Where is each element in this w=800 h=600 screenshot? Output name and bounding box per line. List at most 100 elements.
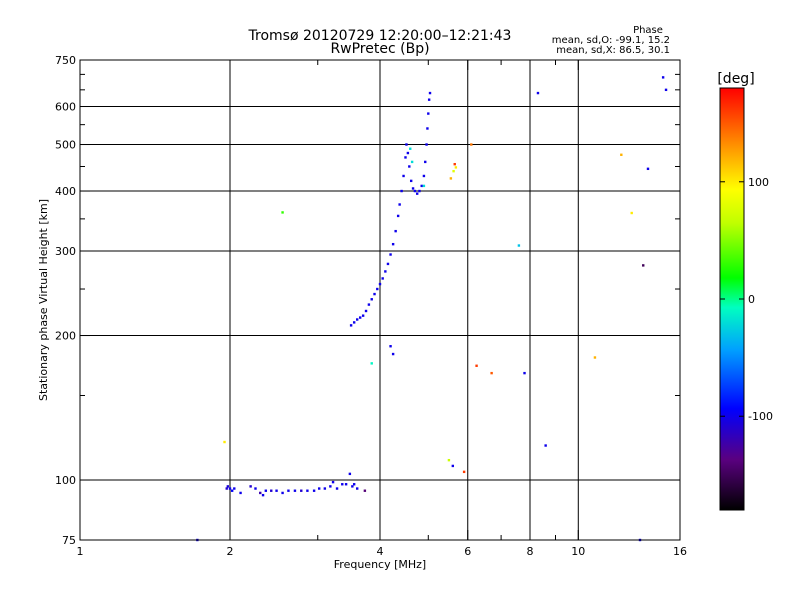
- data-point: [381, 277, 384, 280]
- colorbar-tick-label: 0: [748, 293, 755, 306]
- data-point: [449, 177, 453, 180]
- data-point: [422, 174, 426, 178]
- data-point: [451, 464, 455, 468]
- data-point: [408, 165, 411, 168]
- data-point: [422, 184, 426, 188]
- data-point: [226, 485, 230, 488]
- data-point: [428, 91, 432, 95]
- data-point: [413, 189, 417, 193]
- data-point: [293, 489, 297, 492]
- data-point: [225, 487, 228, 490]
- phase-mean-o: mean, sd,O: -99.1, 15.2: [552, 35, 670, 46]
- data-point: [352, 321, 356, 324]
- data-point: [462, 470, 466, 474]
- y-tick-label: 75: [62, 534, 76, 547]
- data-point: [391, 352, 395, 356]
- data-point: [384, 270, 387, 273]
- colorbar-label: [deg]: [717, 71, 754, 87]
- data-point: [228, 487, 232, 490]
- data-point: [536, 91, 540, 95]
- data-point: [593, 356, 597, 359]
- grid-lines: [80, 60, 680, 540]
- data-point: [418, 189, 421, 193]
- data-point: [427, 98, 431, 101]
- data-points: [196, 76, 668, 542]
- data-point: [661, 76, 665, 79]
- x-tick-label: 4: [377, 545, 384, 558]
- data-point: [344, 483, 348, 486]
- data-point: [373, 292, 376, 296]
- data-point: [352, 483, 356, 486]
- data-point: [351, 485, 354, 488]
- data-point: [386, 262, 390, 266]
- data-point: [452, 169, 455, 173]
- data-point: [358, 316, 362, 319]
- data-point: [281, 211, 284, 214]
- data-point: [259, 491, 262, 495]
- data-point: [264, 489, 268, 492]
- y-tick-label: 400: [55, 185, 76, 198]
- data-point: [411, 187, 415, 190]
- data-point: [409, 179, 413, 183]
- data-point: [394, 229, 397, 233]
- data-point: [223, 440, 226, 444]
- data-point: [517, 244, 521, 247]
- x-axis-label: Frequency [MHz]: [334, 558, 426, 571]
- x-tick-label: 8: [527, 545, 534, 558]
- data-point: [391, 242, 395, 246]
- data-point: [398, 203, 401, 206]
- data-point: [323, 487, 327, 490]
- y-tick-label: 500: [55, 139, 76, 152]
- data-point: [335, 487, 339, 490]
- data-point: [427, 112, 430, 115]
- data-point: [544, 444, 547, 447]
- data-point: [254, 487, 257, 490]
- data-point: [389, 253, 392, 256]
- y-axis-label: Stationary phase Virtual Height [km]: [37, 199, 50, 401]
- data-point: [376, 287, 379, 291]
- data-point: [664, 88, 668, 92]
- chart-subtitle: RwPretec (Bp): [330, 41, 429, 57]
- x-tick-label: 10: [571, 545, 585, 558]
- data-point: [630, 211, 633, 215]
- data-point: [287, 489, 290, 492]
- y-tick-label: 600: [55, 101, 76, 114]
- colorbar-tick-label: -100: [748, 410, 773, 423]
- data-point: [270, 489, 273, 492]
- data-point: [281, 491, 284, 495]
- x-tick-label: 1: [77, 545, 84, 558]
- y-tick-label: 750: [55, 54, 76, 67]
- data-point: [355, 318, 359, 321]
- data-point: [646, 167, 650, 171]
- x-tick-label: 6: [464, 545, 471, 558]
- data-point: [367, 303, 371, 306]
- data-point: [425, 143, 428, 146]
- data-point: [355, 487, 359, 490]
- data-point: [361, 314, 365, 317]
- data-point: [233, 487, 236, 490]
- data-point: [249, 485, 252, 488]
- plot-frame: [79, 59, 681, 541]
- data-point: [389, 345, 392, 348]
- data-point: [402, 174, 405, 178]
- data-point: [424, 160, 427, 164]
- colorbar-tick-label: 100: [748, 176, 769, 189]
- data-point: [317, 487, 321, 490]
- data-point: [642, 264, 645, 267]
- data-point: [396, 214, 400, 218]
- phase-heading: Phase: [633, 25, 663, 36]
- y-tick-label: 200: [55, 330, 76, 343]
- data-point: [470, 143, 473, 146]
- y-tick-label: 300: [55, 245, 76, 258]
- data-point: [523, 371, 526, 375]
- data-point: [406, 151, 410, 155]
- chart-title: Tromsø 20120729 12:20:00–12:21:43: [248, 28, 512, 44]
- data-point: [447, 458, 451, 462]
- data-point: [239, 491, 242, 495]
- data-point: [230, 489, 234, 492]
- data-point: [420, 184, 423, 188]
- data-point: [410, 160, 414, 164]
- data-point: [405, 143, 408, 146]
- data-point: [454, 166, 458, 169]
